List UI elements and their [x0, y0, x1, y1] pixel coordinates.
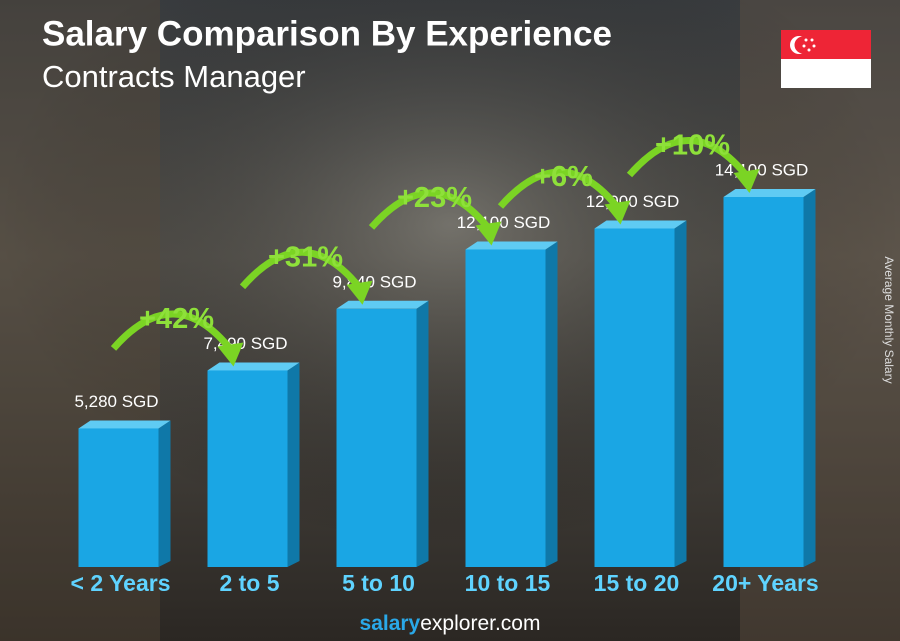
flag [781, 30, 871, 88]
bar-side [416, 300, 429, 567]
x-tick-label: < 2 Years [71, 570, 171, 596]
change-label: +10% [655, 130, 730, 162]
source: salaryexplorer.com [360, 612, 541, 635]
change-arrowhead [733, 169, 760, 193]
bar [336, 308, 417, 567]
bar-top [723, 189, 816, 197]
source-part: explorer.com [420, 612, 540, 635]
change-label: +31% [268, 241, 343, 273]
value-label: 14,100 SGD [715, 160, 809, 179]
change-arrowhead [475, 221, 502, 246]
change-label: +42% [139, 303, 214, 335]
change-label: +23% [397, 182, 472, 214]
change-arrow [239, 248, 364, 291]
chart-title: Salary Comparison By Experience [42, 14, 612, 53]
x-tick-label: 15 to 20 [594, 570, 680, 596]
bar-top [336, 300, 429, 309]
bar-top [594, 220, 687, 229]
y-axis-label: Average Monthly Salary [882, 256, 896, 383]
change-arrowhead [217, 342, 244, 367]
bar-side [158, 420, 171, 567]
bar [78, 428, 159, 567]
chart-subtitle: Contracts Manager [42, 59, 306, 94]
x-tick-label: 5 to 10 [342, 570, 415, 596]
change-arrow [110, 310, 235, 353]
bar-top [78, 420, 171, 429]
change-label: +6% [534, 161, 593, 193]
bar [594, 228, 675, 567]
bar-side [545, 241, 558, 567]
bar-top [465, 241, 558, 250]
bar-side [674, 220, 687, 567]
change-arrow [626, 137, 751, 180]
x-tick-label: 20+ Years [712, 570, 818, 596]
bar-top [207, 362, 300, 371]
change-arrowhead [346, 280, 373, 305]
bar-side [287, 362, 300, 567]
value-label: 12,100 SGD [457, 213, 551, 232]
bar-side [803, 189, 816, 567]
source-part: salary [360, 612, 421, 635]
bar [465, 249, 546, 567]
value-label: 5,280 SGD [74, 392, 158, 411]
change-arrow [368, 189, 493, 232]
x-tick-label: 10 to 15 [465, 570, 551, 596]
change-arrowhead [604, 200, 631, 225]
change-arrow [497, 168, 622, 211]
x-tick-label: 2 to 5 [219, 570, 279, 596]
bar [723, 197, 804, 567]
bar [207, 370, 288, 567]
value-label: 12,900 SGD [586, 192, 680, 211]
